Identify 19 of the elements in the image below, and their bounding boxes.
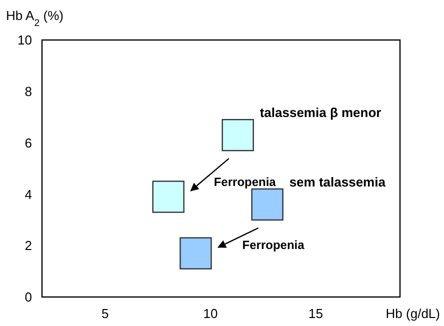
x-axis-title: Hb (g/dL) bbox=[386, 306, 440, 321]
y-tick-label: 4 bbox=[24, 186, 32, 202]
point bbox=[180, 237, 212, 270]
series-label: sem talassemia bbox=[289, 174, 386, 190]
point bbox=[222, 118, 254, 152]
series-label: talassemia β menor bbox=[260, 105, 382, 120]
y-tick-label: 10 bbox=[18, 32, 32, 48]
annotation: Ferropenia bbox=[214, 174, 276, 189]
x-tick-label: 10 bbox=[203, 306, 218, 321]
y-tick-label: 6 bbox=[24, 135, 32, 150]
y-axis-title: Hb A$_{2}$ (%) bbox=[6, 8, 64, 28]
x-tick-label: 15 bbox=[308, 306, 323, 321]
x-tick-label: 5 bbox=[102, 306, 109, 321]
y-tick-label: 8 bbox=[24, 84, 32, 99]
point bbox=[251, 188, 284, 221]
point bbox=[152, 180, 184, 213]
annotation: Ferropenia bbox=[242, 238, 305, 252]
y-tick-label: 2 bbox=[24, 238, 32, 254]
y-tick-label: 0 bbox=[24, 290, 32, 305]
